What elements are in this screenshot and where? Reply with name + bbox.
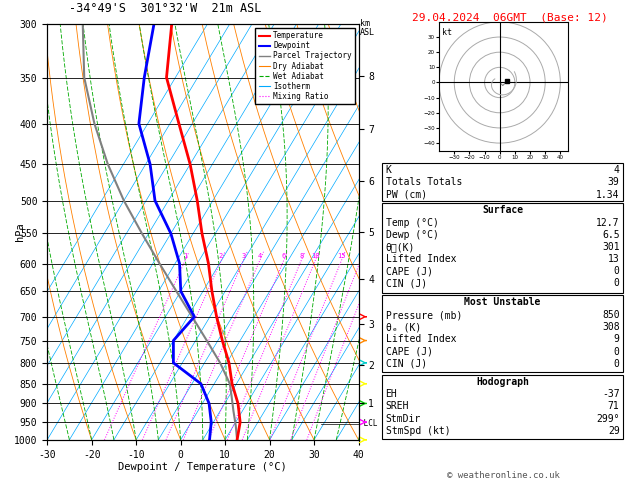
Text: 6.5: 6.5 xyxy=(602,230,620,240)
Text: 1.34: 1.34 xyxy=(596,190,620,200)
Text: 301: 301 xyxy=(602,242,620,252)
Text: Surface: Surface xyxy=(482,205,523,215)
Text: 1: 1 xyxy=(183,253,187,260)
Text: © weatheronline.co.uk: © weatheronline.co.uk xyxy=(447,470,560,480)
Text: 850: 850 xyxy=(602,310,620,320)
Text: SREH: SREH xyxy=(386,401,409,412)
Text: EH: EH xyxy=(386,389,398,399)
Text: Pressure (mb): Pressure (mb) xyxy=(386,310,462,320)
Text: 71: 71 xyxy=(608,401,620,412)
Text: 9: 9 xyxy=(614,334,620,345)
Text: 12.7: 12.7 xyxy=(596,218,620,228)
Text: Dewp (°C): Dewp (°C) xyxy=(386,230,438,240)
Text: kt: kt xyxy=(442,28,452,37)
Text: 0: 0 xyxy=(614,266,620,277)
Text: StmSpd (kt): StmSpd (kt) xyxy=(386,426,450,436)
Text: 29: 29 xyxy=(608,426,620,436)
Legend: Temperature, Dewpoint, Parcel Trajectory, Dry Adiabat, Wet Adiabat, Isotherm, Mi: Temperature, Dewpoint, Parcel Trajectory… xyxy=(255,28,355,104)
Text: -37: -37 xyxy=(602,389,620,399)
Text: Lifted Index: Lifted Index xyxy=(386,334,456,345)
Text: km
ASL: km ASL xyxy=(360,19,375,37)
Text: 29.04.2024  06GMT  (Base: 12): 29.04.2024 06GMT (Base: 12) xyxy=(411,12,608,22)
Text: 299°: 299° xyxy=(596,414,620,424)
Text: 308: 308 xyxy=(602,322,620,332)
Text: 0: 0 xyxy=(614,278,620,289)
Text: 4: 4 xyxy=(257,253,262,260)
Text: 0: 0 xyxy=(614,347,620,357)
X-axis label: Dewpoint / Temperature (°C): Dewpoint / Temperature (°C) xyxy=(118,462,287,472)
Text: Temp (°C): Temp (°C) xyxy=(386,218,438,228)
Text: Lifted Index: Lifted Index xyxy=(386,254,456,264)
Text: 6: 6 xyxy=(282,253,286,260)
Text: K: K xyxy=(386,165,391,175)
Text: 8: 8 xyxy=(299,253,303,260)
Text: θₑ (K): θₑ (K) xyxy=(386,322,421,332)
Text: 13: 13 xyxy=(608,254,620,264)
Text: PW (cm): PW (cm) xyxy=(386,190,426,200)
Text: 39: 39 xyxy=(608,177,620,188)
Text: 2: 2 xyxy=(219,253,223,260)
Text: StmDir: StmDir xyxy=(386,414,421,424)
Text: 3: 3 xyxy=(241,253,245,260)
Text: CIN (J): CIN (J) xyxy=(386,278,426,289)
Text: 4: 4 xyxy=(614,165,620,175)
Text: CAPE (J): CAPE (J) xyxy=(386,347,433,357)
Text: LCL: LCL xyxy=(359,419,377,429)
Text: Hodograph: Hodograph xyxy=(476,377,529,387)
Text: 15: 15 xyxy=(337,253,345,260)
Y-axis label: hPa: hPa xyxy=(15,223,25,242)
Text: CAPE (J): CAPE (J) xyxy=(386,266,433,277)
Text: Totals Totals: Totals Totals xyxy=(386,177,462,188)
Text: Most Unstable: Most Unstable xyxy=(464,297,541,308)
Text: -34°49'S  301°32'W  21m ASL: -34°49'S 301°32'W 21m ASL xyxy=(69,2,262,15)
Text: 0: 0 xyxy=(614,359,620,369)
Text: CIN (J): CIN (J) xyxy=(386,359,426,369)
Text: 10: 10 xyxy=(311,253,320,260)
Text: θᴄ(K): θᴄ(K) xyxy=(386,242,415,252)
